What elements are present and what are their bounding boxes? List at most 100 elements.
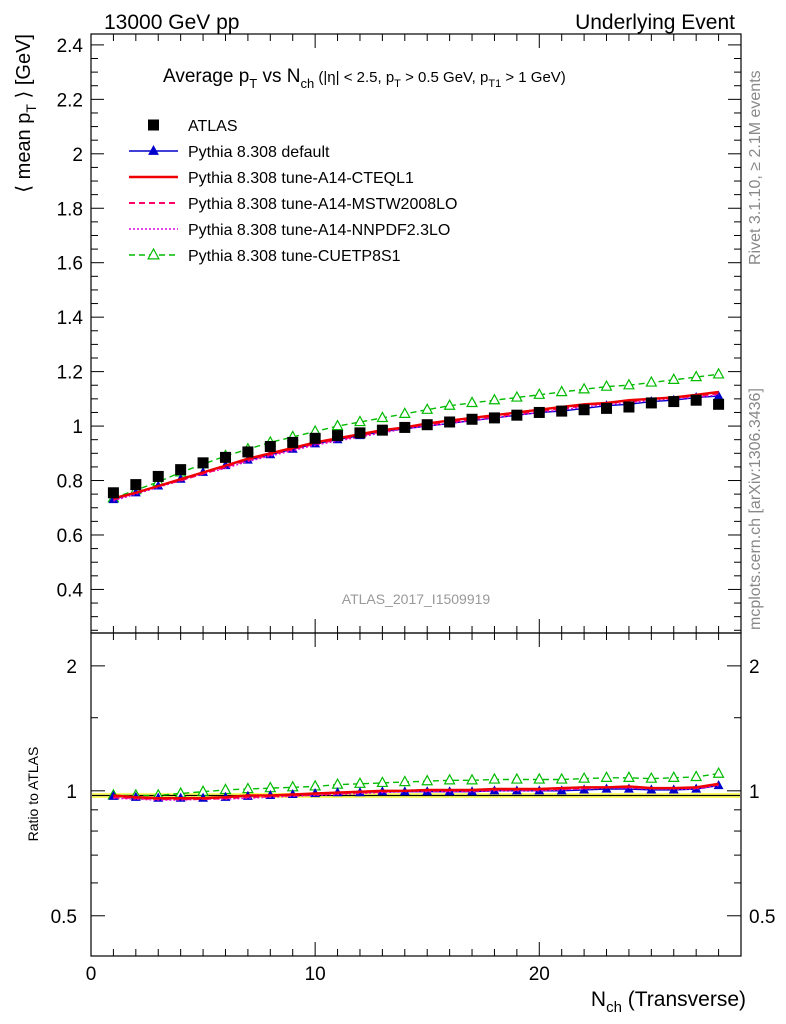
main-y-tick-label: 1.2: [57, 363, 83, 384]
ratio-y-axis-label: Ratio to ATLAS: [25, 747, 41, 842]
main-pythia-8-308-tune-cuetp8s1-point: [667, 373, 680, 384]
main-y-tick-label: 2.4: [57, 36, 84, 57]
header-left: 13000 GeV pp: [104, 11, 239, 34]
main-pythia-8-308-tune-cuetp8s1-point: [354, 415, 366, 427]
ratio-y-tick-label-right: 0.5: [749, 907, 775, 928]
main-y-axis-label: ⟨ mean pT ⟩ [GeV]: [13, 34, 39, 193]
ratio-pythia-8-308-tune-cuetp8s1-point: [488, 772, 501, 784]
main-pythia-8-308-tune-cuetp8s1-point: [533, 388, 546, 399]
main-series-group: [107, 367, 725, 504]
main-atlas-point: [107, 487, 119, 499]
x-axis-label: Nch (Transverse): [591, 988, 746, 1016]
legend-label-pythia-8-308-tune-a14-nnpdf2-3lo: Pythia 8.308 tune-A14-NNPDF2.3LO: [188, 222, 450, 239]
ratio-pythia-8-308-tune-cuetp8s1-line: [113, 772, 719, 797]
ratio-y-tick-label-right: 1: [749, 782, 760, 803]
main-pythia-8-308-tune-cuetp8s1-point: [578, 382, 591, 394]
ratio-pythia-8-308-tune-cuetp8s1-point: [398, 775, 411, 787]
main-atlas-point: [511, 409, 523, 421]
main-pythia-8-308-tune-cuetp8s1-point: [510, 390, 523, 402]
main-y-tick-label: 1.4: [57, 308, 84, 329]
main-y-tick-label: 0.6: [57, 526, 83, 547]
legend-label-pythia-8-308-tune-cuetp8s1: Pythia 8.308 tune-CUETP8S1: [188, 248, 401, 265]
main-atlas-point: [533, 406, 545, 418]
main-y-tick-label: 2.2: [57, 90, 83, 111]
main-pythia-8-308-tune-cuetp8s1-point: [600, 379, 613, 391]
main-pythia-8-308-tune-cuetp8s1-point: [622, 378, 635, 390]
main-atlas-point: [466, 413, 478, 425]
ratio-pythia-8-308-tune-cuetp8s1-point: [376, 776, 389, 788]
ratio-y-tick-label-left: 1: [66, 782, 77, 803]
main-atlas-point: [264, 440, 276, 452]
main-pythia-8-308-tune-cuetp8s1-point: [645, 375, 658, 387]
ratio-pythia-8-308-tune-cuetp8s1-point: [510, 772, 523, 784]
main-pythia-8-308-tune-cuetp8s1-point: [398, 407, 411, 418]
main-y-tick-label: 1: [72, 417, 83, 438]
header-right: Underlying Event: [575, 11, 735, 34]
ratio-pythia-8-308-tune-cuetp8s1-point: [667, 771, 680, 782]
main-y-tick-label: 0.4: [57, 580, 84, 601]
main-pythia-8-308-tune-cuetp8s1-point: [466, 396, 478, 408]
main-atlas-point: [152, 470, 164, 482]
main-plot-panel: 0.4 0.6 0.8 1 1.2 1.4 1.6 1.8 2 2.2 2.4 Average pT…: [13, 33, 742, 634]
ratio-pythia-8-308-tune-cuetp8s1-point: [466, 773, 478, 785]
mcplots-label: mcplots.cern.ch [arXiv:1306.3436]: [747, 388, 764, 630]
main-pythia-8-308-tune-cuetp8s1-point: [712, 367, 725, 379]
main-atlas-point: [197, 457, 209, 469]
legend-label-pythia-8-308-default: Pythia 8.308 default: [188, 144, 330, 161]
main-pythia-8-308-tune-cuetp8s1-point: [443, 398, 456, 410]
main-atlas-point: [601, 402, 613, 414]
ratio-pythia-8-308-tune-cuetp8s1-point: [443, 773, 456, 785]
legend-label-pythia-8-308-tune-a14-cteql1: Pythia 8.308 tune-A14-CTEQL1: [188, 170, 414, 187]
main-atlas-point: [242, 446, 254, 458]
ratio-pythia-8-308-tune-cuetp8s1-point: [331, 777, 344, 789]
main-atlas-point: [354, 427, 366, 439]
main-pythia-8-308-tune-cuetp8s1-point: [376, 411, 389, 423]
chart-title: Average pT vs Nch (|η| < 2.5, pT > 0.5 G…: [163, 66, 566, 91]
main-atlas-point: [399, 421, 411, 433]
legend-marker-pythia-8-308-tune-cuetp8s1: [147, 247, 160, 260]
main-y-ticks: 0.4 0.6 0.8 1 1.2 1.4 1.6 1.8 2 2.2 2.4: [57, 36, 741, 631]
ratio-y-tick-label-left: 2: [66, 657, 77, 678]
ratio-series-group: [107, 766, 725, 802]
main-atlas-point: [690, 394, 702, 406]
main-atlas-point: [309, 432, 321, 444]
ratio-pythia-8-308-tune-cuetp8s1-point: [421, 774, 434, 786]
ratio-x-ticks: 0 10 20: [86, 633, 742, 985]
main-atlas-point: [376, 424, 388, 436]
ratio-pythia-8-308-tune-cuetp8s1-point: [354, 776, 366, 788]
ratio-plot-frame: [90, 632, 742, 957]
ratio-pythia-8-308-tune-cuetp8s1-point: [555, 772, 568, 784]
ratio-y-ticks: 0.5 0.5 1 1 2 2: [51, 657, 776, 928]
main-atlas-point: [488, 412, 500, 424]
main-atlas-point: [578, 404, 590, 416]
x-tick-label: 0: [86, 964, 97, 985]
main-atlas-point: [175, 464, 187, 476]
main-atlas-point: [713, 398, 725, 410]
main-atlas-point: [444, 416, 456, 428]
main-atlas-point: [332, 430, 344, 442]
ratio-pythia-8-308-tune-cuetp8s1-point: [600, 771, 613, 782]
main-atlas-point: [219, 451, 231, 463]
main-atlas-point: [668, 396, 680, 408]
legend-marker-pythia-8-308-default: [148, 145, 159, 155]
main-x-ticks: [90, 34, 742, 633]
ratio-pythia-8-308-tune-cuetp8s1-point: [690, 770, 703, 782]
ratio-pythia-8-308-tune-a14-cteql1-line: [113, 782, 719, 800]
x-tick-label: 20: [529, 964, 550, 985]
ratio-pythia-8-308-tune-cuetp8s1-point: [533, 772, 546, 784]
ratio-y-tick-label-left: 0.5: [51, 907, 77, 928]
main-atlas-point: [645, 397, 657, 409]
ratio-plot-panel: 0.5 0.5 1 1 2 2 0 10 20 Ratio to ATLAS Nch (Tra…: [25, 632, 776, 1016]
legend: ATLAS Pythia 8.308 default Pythia 8.308 tu…: [129, 118, 457, 265]
main-pythia-8-308-tune-cuetp8s1-point: [331, 419, 344, 431]
main-y-tick-label: 0.8: [57, 472, 83, 493]
main-pythia-8-308-tune-cuetp8s1-point: [690, 370, 703, 382]
ratio-pythia-8-308-tune-cuetp8s1-point: [712, 766, 725, 778]
main-pythia-8-308-tune-cuetp8s1-line: [113, 373, 719, 499]
ratio-pythia-8-308-tune-cuetp8s1-point: [645, 771, 658, 783]
rivet-label: Rivet 3.1.10, ≥ 2.1M events: [747, 70, 764, 265]
main-atlas-point: [130, 479, 142, 491]
main-y-tick-label: 1.8: [57, 199, 83, 220]
legend-label-atlas: ATLAS: [188, 118, 238, 135]
